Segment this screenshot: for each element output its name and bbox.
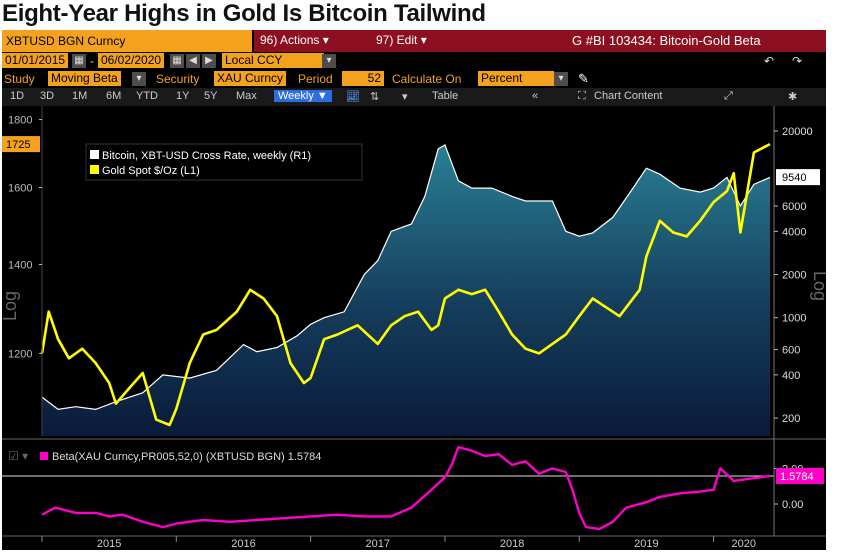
header-red-bar — [254, 30, 826, 52]
bloomberg-terminal: XBTUSD BGN Curncy 96) Actions ▾ 97) Edit… — [2, 30, 826, 550]
pencil-icon[interactable]: ✎ — [578, 71, 589, 86]
redo-icon[interactable]: ↷ — [792, 54, 803, 68]
left-tick-label: 1400 — [8, 260, 32, 272]
chart-type-icon[interactable]: ⇅ — [370, 91, 380, 103]
legend-box — [85, 143, 363, 181]
left-axis-label: Log — [2, 291, 20, 321]
x-tick-label: 2019 — [634, 538, 658, 550]
left-tick-label: 1800 — [8, 115, 32, 127]
period-label: Period — [298, 72, 333, 86]
calendar-icon[interactable]: ▦ — [72, 54, 86, 68]
gear-icon[interactable]: ✱ — [788, 91, 798, 103]
right-tick-label: 400 — [782, 370, 800, 382]
beta-current-value: 1.5784 — [780, 471, 814, 483]
beta-line — [41, 445, 771, 531]
headline: Eight-Year Highs in Gold Is Bitcoin Tail… — [2, 0, 486, 27]
currency-dropdown-icon[interactable]: ▾ — [322, 54, 336, 68]
range-button-1y[interactable]: 1Y — [176, 90, 190, 102]
right-tick-label: 600 — [782, 345, 800, 357]
start-date-field[interactable]: 01/01/2015 — [2, 53, 69, 68]
date-dash: - — [90, 54, 94, 68]
prev-arrow-icon[interactable]: ◀ — [186, 54, 200, 68]
range-button-ytd[interactable]: YTD — [136, 90, 158, 102]
right-current-badge — [776, 169, 820, 186]
header-bar: XBTUSD BGN Curncy 96) Actions ▾ 97) Edit… — [2, 30, 826, 52]
period-field[interactable]: 52 — [342, 71, 384, 86]
study-select[interactable]: Moving Beta — [48, 71, 121, 86]
range-button-1m[interactable]: 1M — [72, 90, 88, 102]
study-bar: Study Moving Beta ▾ Security XAU Curncy … — [2, 70, 826, 88]
table-button[interactable]: Table — [432, 90, 459, 102]
right-tick-label: 20000 — [782, 126, 813, 138]
next-arrow-icon[interactable]: ▶ — [202, 54, 216, 68]
calc-select[interactable]: Percent — [478, 71, 554, 86]
currency-select[interactable]: Local CCY — [222, 53, 324, 68]
legend-bitcoin: Bitcoin, XBT-USD Cross Rate, weekly (R1) — [102, 150, 311, 162]
right-tick-label: 6000 — [782, 201, 806, 213]
range-button-max[interactable]: Max — [236, 90, 257, 102]
calendar-end-icon[interactable]: ▦ — [170, 54, 184, 68]
edit-menu[interactable]: 97) Edit ▾ — [376, 33, 427, 47]
study-dropdown-icon[interactable]: ▾ — [132, 72, 146, 86]
bitcoin-area — [42, 144, 770, 436]
legend-swatch-gold — [90, 165, 99, 174]
date-bar: 01/01/2015 ▦ - 06/02/2020 ▦ ◀ ▶ Local CC… — [2, 52, 826, 70]
calc-label: Calculate On — [392, 72, 462, 86]
x-tick-label: 2015 — [97, 538, 121, 550]
bitcoin-line — [41, 144, 771, 411]
line-chart-icon[interactable]: 📈︎ — [346, 91, 360, 103]
legend-swatch-beta — [40, 452, 48, 460]
undo-icon[interactable]: ↶ — [764, 54, 775, 68]
chart-content-button[interactable]: Chart Content — [594, 90, 663, 102]
left-tick-label: 1200 — [8, 348, 32, 360]
end-date-field[interactable]: 06/02/2020 — [98, 53, 165, 68]
study-label: Study — [4, 72, 35, 86]
beta-panel-icon: ☑ ▾ — [8, 449, 28, 463]
beta-tick-label: 0.00 — [782, 499, 803, 511]
x-tick-label: 2017 — [366, 538, 390, 550]
calc-dropdown-icon[interactable]: ▾ — [554, 72, 568, 86]
gold-line — [40, 142, 771, 427]
legend-swatch-bitcoin — [90, 150, 99, 159]
x-tick-label: 2020 — [732, 538, 756, 550]
right-tick-label: 4000 — [782, 226, 806, 238]
range-button-1d[interactable]: 1D — [10, 90, 25, 102]
ticker-field[interactable]: XBTUSD BGN Curncy — [2, 30, 252, 52]
zoom-icon[interactable]: ⤢ — [724, 90, 733, 102]
range-button-6m[interactable]: 6M — [106, 90, 122, 102]
legend-beta: Beta(XAU Curncy,PR005,52,0) (XBTUSD BGN)… — [52, 451, 321, 463]
chart-content-icon[interactable]: ⛶ — [578, 90, 586, 102]
security-label: Security — [156, 72, 200, 86]
left-current-value: 1725 — [6, 139, 30, 151]
chart-title: G #BI 103434: Bitcoin-Gold Beta — [572, 33, 761, 48]
beta-current-badge — [776, 467, 824, 484]
collapse-icon[interactable]: « — [532, 90, 539, 102]
right-tick-label: 2000 — [782, 270, 806, 282]
left-current-badge — [2, 136, 40, 153]
range-button-3d[interactable]: 3D — [40, 90, 55, 102]
frequency-select[interactable]: Weekly ▼ — [274, 90, 332, 102]
left-tick-label: 1600 — [8, 182, 32, 194]
right-tick-label: 200 — [782, 413, 800, 425]
right-current-value: 9540 — [782, 172, 806, 184]
chart-area[interactable]: 1200 1400 1600 1800 Log 1725 200 400 600 1000 2000… — [2, 106, 826, 550]
chart-type-dropdown-icon[interactable]: ▾ — [402, 91, 408, 103]
range-button-5y[interactable]: 5Y — [204, 90, 218, 102]
toolbar: Weekly ▼ 📈︎ ⇅ ▾ Table « ⛶ Chart Content … — [2, 88, 826, 106]
right-axis-label: Log — [810, 271, 826, 301]
actions-menu[interactable]: 96) Actions ▾ — [260, 33, 329, 47]
right-tick-label: 1000 — [782, 313, 806, 325]
x-tick-label: 2018 — [500, 538, 524, 550]
legend-gold: Gold Spot $/Oz (L1) — [102, 165, 200, 177]
x-tick-label: 2016 — [231, 538, 255, 550]
security-field[interactable]: XAU Curncy — [214, 71, 287, 86]
